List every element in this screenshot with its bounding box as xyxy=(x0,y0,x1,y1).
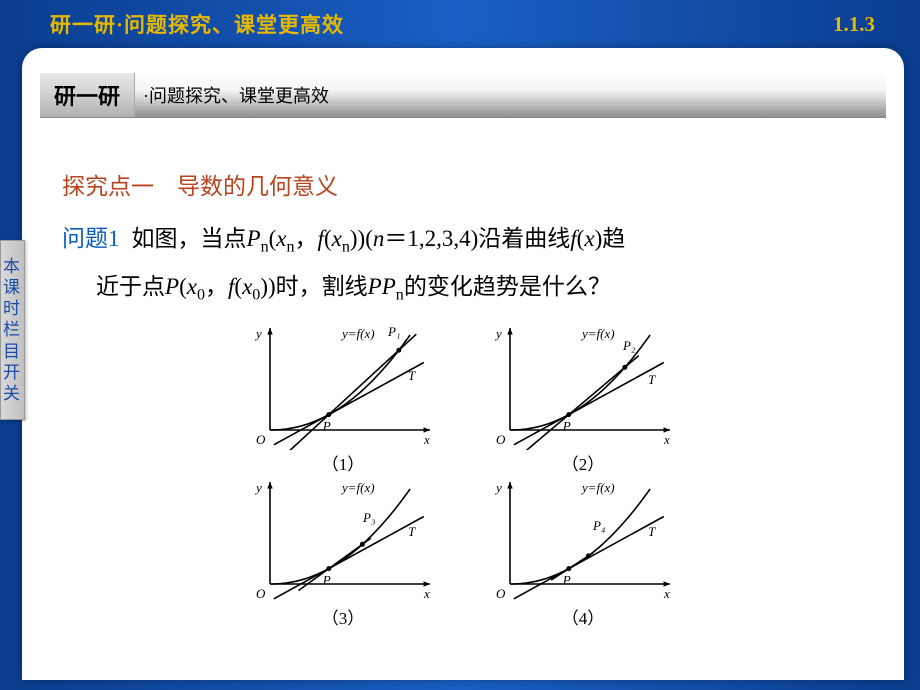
math-pn: Pn xyxy=(247,226,269,251)
text-frag-2b: 时，割线 xyxy=(276,274,368,299)
svg-text:y=f(x): y=f(x) xyxy=(580,326,615,341)
header-section-number: 1.1.3 xyxy=(833,12,875,37)
svg-text:x: x xyxy=(663,586,670,601)
svg-text:T: T xyxy=(648,372,656,387)
svg-text:O: O xyxy=(496,432,506,447)
svg-text:y=f(x): y=f(x) xyxy=(340,480,375,495)
header-title: 研一研·问题探究、课堂更高效 xyxy=(50,9,344,39)
math-fx0: f xyxy=(228,274,234,299)
question-line-2: 近于点P(x0，f(x0))时，割线PPn的变化趋势是什么？ xyxy=(62,264,864,312)
svg-text:x: x xyxy=(663,432,670,447)
section-subtitle: ·问题探究、课堂更高效 xyxy=(143,82,329,108)
section-bar: 研一研 ·问题探究、课堂更高效 xyxy=(40,72,886,118)
svg-text:x: x xyxy=(423,586,430,601)
svg-text:y=f(x): y=f(x) xyxy=(340,326,375,341)
svg-text:P: P xyxy=(322,572,331,587)
math-P: P xyxy=(165,274,179,299)
graph-cell-4: y x O y=f(x) P P₄ T （4） xyxy=(478,474,688,624)
graphs-grid: y x O y=f(x) P P₁ T （1） y x O y=f(x) P P… xyxy=(62,320,864,624)
svg-text:y: y xyxy=(494,480,502,495)
slide-header: 研一研·问题探究、课堂更高效 1.1.3 xyxy=(0,0,920,48)
text-frag-2c: 的变化趋势是什么？ xyxy=(404,274,611,299)
svg-text:P: P xyxy=(562,572,571,587)
math-nlist: ＝1,2,3,4) xyxy=(384,226,478,251)
text-frag-1b: 沿着曲线 xyxy=(478,226,570,251)
svg-text:y: y xyxy=(254,326,262,341)
graph-cell-2: y x O y=f(x) P P₂ T （2） xyxy=(478,320,688,470)
math-n: n xyxy=(373,226,385,251)
graph-caption-3: （3） xyxy=(238,602,448,636)
svg-text:P₂: P₂ xyxy=(622,338,636,353)
question-line-1: 问题1如图，当点Pn(xn，f(xn))(n＝1,2,3,4)沿着曲线f(x)趋 xyxy=(62,216,864,264)
text-frag-1c: 趋 xyxy=(602,226,625,251)
svg-text:y=f(x): y=f(x) xyxy=(580,480,615,495)
text-frag-2a: 近于点 xyxy=(96,274,165,299)
svg-text:P₄: P₄ xyxy=(592,518,606,533)
graph-cell-1: y x O y=f(x) P P₁ T （1） xyxy=(238,320,448,470)
graph-cell-3: y x O y=f(x) P P₃ T （3） xyxy=(238,474,448,624)
svg-text:P: P xyxy=(562,418,571,433)
text-frag-1a: 如图，当点 xyxy=(132,226,247,251)
sidebar-label: 本课时栏目开关 xyxy=(3,256,22,405)
math-PPn: PPn xyxy=(368,274,404,299)
graph-panel-4: y x O y=f(x) P P₄ T xyxy=(478,474,678,604)
math-x0: x xyxy=(187,274,197,299)
math-xn: xn xyxy=(276,226,294,251)
svg-text:O: O xyxy=(256,432,266,447)
svg-text:x: x xyxy=(423,432,430,447)
svg-text:O: O xyxy=(496,586,506,601)
graph-panel-2: y x O y=f(x) P P₂ T xyxy=(478,320,678,450)
svg-text:P₃: P₃ xyxy=(362,510,375,525)
math-fxn: f xyxy=(318,226,324,251)
svg-text:T: T xyxy=(408,368,416,383)
explore-title: 探究点一 导数的几何意义 xyxy=(62,164,864,210)
math-fx: f xyxy=(570,226,576,251)
svg-text:T: T xyxy=(648,524,656,539)
section-box-label: 研一研 xyxy=(40,73,135,117)
svg-text:P₁: P₁ xyxy=(387,324,400,339)
svg-text:P: P xyxy=(322,418,331,433)
svg-text:y: y xyxy=(254,480,262,495)
main-panel: 研一研 ·问题探究、课堂更高效 探究点一 导数的几何意义 问题1如图，当点Pn(… xyxy=(22,48,904,680)
graph-panel-1: y x O y=f(x) P P₁ T xyxy=(238,320,438,450)
graph-panel-3: y x O y=f(x) P P₃ T xyxy=(238,474,438,604)
svg-text:T: T xyxy=(408,524,416,539)
svg-text:O: O xyxy=(256,586,266,601)
question-label: 问题1 xyxy=(62,226,120,251)
graph-caption-4: （4） xyxy=(478,602,688,636)
content-area: 探究点一 导数的几何意义 问题1如图，当点Pn(xn，f(xn))(n＝1,2,… xyxy=(22,136,904,624)
sidebar-toggle-tab[interactable]: 本课时栏目开关 xyxy=(0,240,25,420)
svg-text:y: y xyxy=(494,326,502,341)
